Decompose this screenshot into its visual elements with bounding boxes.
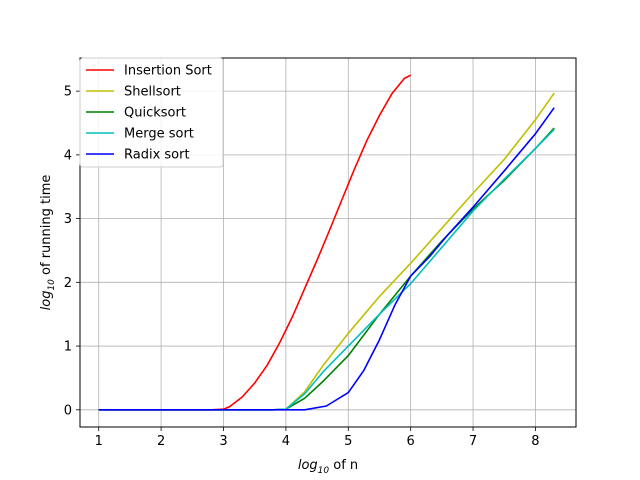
x-axis-label: log10 of n: [298, 458, 358, 476]
x-axis-label-sub: 10: [318, 466, 330, 476]
x-tick-label: 6: [407, 434, 415, 449]
y-tick-label: 1: [64, 340, 72, 355]
legend-label-insertion-sort: Insertion Sort: [124, 64, 212, 79]
y-axis-label-rest: of running time: [39, 175, 54, 279]
y-axis-label: log10 of running time: [39, 175, 57, 311]
x-tick-label: 1: [95, 434, 103, 449]
legend-box: [79, 57, 224, 168]
y-tick-label: 4: [64, 148, 72, 163]
x-tick-label: 3: [219, 434, 227, 449]
x-tick-label: 2: [157, 434, 165, 449]
x-tick-label: 7: [469, 434, 477, 449]
y-tick-label: 3: [64, 212, 72, 227]
legend-label-quicksort: Quicksort: [124, 106, 186, 121]
legend-label-shellsort: Shellsort: [124, 85, 181, 100]
axis-ticks: 1 2 3 4 5 6 7 8 0 1 2 3 4 5: [64, 85, 540, 449]
series-lines: [98, 74, 555, 411]
x-axis-label-rest: of n: [329, 458, 358, 473]
y-tick-label: 5: [64, 85, 72, 100]
y-tick-label: 2: [64, 276, 72, 291]
plot-area-frame: [79, 57, 577, 428]
y-axis-label-log: log: [39, 291, 54, 311]
x-tick-label: 8: [531, 434, 539, 449]
y-tick-label: 0: [64, 403, 72, 418]
x-tick-label: 5: [344, 434, 352, 449]
legend-label-radix-sort: Radix sort: [124, 148, 190, 163]
legend: Insertion Sort Shellsort Quicksort Merge so…: [79, 57, 224, 168]
series-line-radix-sort: [98, 107, 555, 411]
y-axis-label-sub: 10: [47, 279, 57, 291]
x-axis-label-log: log: [298, 458, 318, 473]
legend-label-merge-sort: Merge sort: [124, 127, 194, 142]
x-tick-label: 4: [282, 434, 290, 449]
